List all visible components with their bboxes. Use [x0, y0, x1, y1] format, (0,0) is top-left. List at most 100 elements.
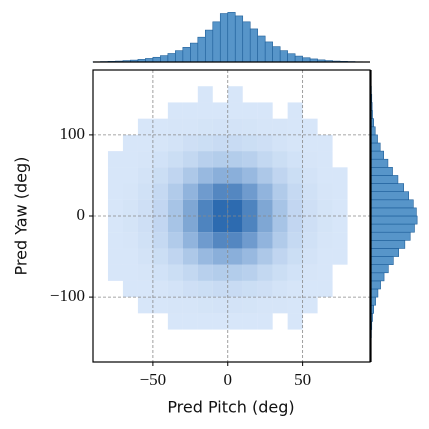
cell — [227, 297, 243, 314]
marginal-bar — [370, 207, 417, 217]
cell — [182, 183, 198, 200]
marginal-bar — [370, 280, 381, 290]
cell — [137, 183, 153, 200]
cell — [107, 264, 123, 281]
cell — [302, 118, 318, 135]
cell — [107, 248, 123, 265]
x-axis-label: Pred Pitch (deg) — [167, 398, 294, 417]
cell — [333, 281, 348, 297]
cell — [272, 167, 288, 184]
cell — [303, 86, 318, 102]
cell — [333, 297, 348, 313]
marginal-bar — [370, 240, 406, 249]
marginal-bar — [212, 21, 221, 63]
cell — [303, 102, 318, 118]
cell — [167, 280, 183, 298]
x-tick-label: −50 — [140, 370, 167, 389]
marginal-bar — [370, 134, 378, 144]
cell — [167, 216, 183, 233]
cell — [317, 280, 333, 298]
cell — [242, 216, 258, 233]
cell — [348, 119, 363, 135]
cell — [122, 151, 138, 168]
marginal-bar — [370, 199, 414, 209]
y-axis-label: Pred Yaw (deg) — [12, 157, 31, 276]
cell — [333, 265, 348, 281]
cell — [152, 232, 168, 249]
cell — [123, 297, 138, 313]
cell — [257, 199, 273, 216]
cell — [272, 264, 288, 281]
cell — [138, 102, 153, 118]
cell — [272, 199, 288, 216]
cell — [333, 151, 348, 167]
cell — [348, 135, 363, 151]
cell — [332, 167, 348, 184]
marginal-bar — [370, 223, 415, 233]
cell — [303, 313, 318, 329]
x-tick-label: 50 — [294, 370, 311, 389]
marginal-bar — [370, 150, 384, 160]
cell — [348, 216, 363, 232]
cell — [273, 86, 288, 102]
cell — [152, 297, 168, 314]
cell — [257, 151, 273, 168]
cell — [302, 248, 318, 265]
cell — [182, 167, 198, 184]
cell — [122, 134, 138, 152]
cell — [212, 167, 228, 184]
cell — [257, 118, 273, 135]
cell — [167, 248, 183, 265]
marginal-bar — [370, 215, 418, 225]
cell — [183, 86, 198, 102]
cell — [242, 199, 258, 216]
cell — [332, 232, 348, 249]
cell — [227, 118, 243, 135]
cell — [227, 183, 243, 200]
cell — [182, 248, 198, 265]
cell — [212, 216, 228, 233]
cell — [197, 297, 213, 314]
cell — [287, 280, 303, 298]
marginal-bar — [370, 175, 399, 184]
cell — [287, 313, 303, 330]
cell — [257, 134, 273, 152]
marginal-bar — [370, 142, 381, 152]
cell — [288, 86, 303, 102]
cell — [152, 199, 168, 216]
cell — [272, 248, 288, 265]
y-tick-label: 0 — [77, 205, 86, 224]
cell — [137, 151, 153, 168]
cell — [242, 313, 258, 330]
cell — [197, 232, 213, 249]
cell — [227, 216, 243, 233]
cell — [138, 86, 153, 102]
cell — [287, 167, 303, 184]
cell — [317, 199, 333, 216]
cell — [182, 264, 198, 281]
cell — [287, 151, 303, 168]
x-tick-label: 0 — [224, 370, 233, 389]
cell — [167, 167, 183, 184]
cell — [107, 183, 123, 200]
cell — [332, 199, 348, 216]
cell — [348, 297, 363, 313]
cell — [317, 151, 333, 168]
cell — [332, 216, 348, 233]
cell — [227, 167, 243, 184]
cell — [348, 151, 363, 167]
cell — [257, 183, 273, 200]
cell — [137, 280, 153, 298]
cell — [182, 280, 198, 298]
cell — [348, 265, 363, 281]
cell — [213, 86, 228, 102]
cell — [167, 102, 183, 119]
cell — [167, 199, 183, 216]
marginal-bar — [242, 21, 251, 63]
cell — [197, 313, 213, 330]
cell — [348, 102, 363, 118]
cell — [272, 183, 288, 200]
marginal-bar — [370, 296, 376, 306]
cell — [182, 313, 198, 330]
